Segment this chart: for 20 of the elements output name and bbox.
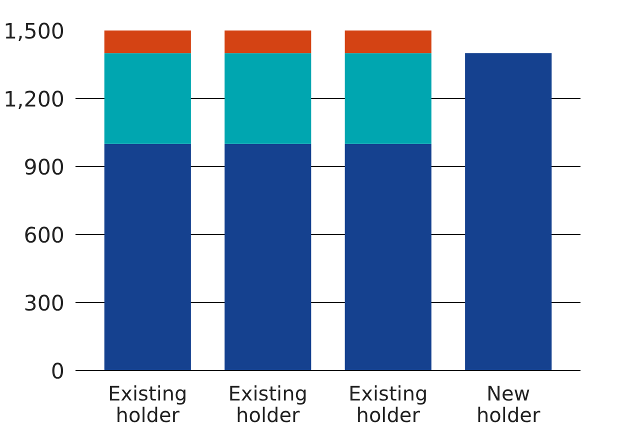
bar — [104, 30, 191, 54]
bar — [224, 53, 312, 144]
bar — [344, 30, 432, 54]
bar — [344, 53, 432, 144]
bar — [224, 144, 312, 370]
bar — [104, 144, 191, 370]
y-tick-label: 1,500 — [3, 20, 65, 44]
bar — [344, 144, 432, 370]
bar — [465, 53, 552, 370]
x-tick-label: Existing holder — [348, 382, 428, 428]
y-tick-label: 600 — [24, 224, 65, 248]
x-tick-label: New holder — [476, 382, 541, 428]
bar — [224, 30, 312, 54]
y-tick-label: 1,200 — [3, 88, 65, 112]
y-tick-label: 0 — [50, 360, 65, 384]
x-tick-label: Existing holder — [108, 382, 188, 428]
y-tick-label: 900 — [24, 156, 65, 180]
x-tick-label: Existing holder — [228, 382, 308, 428]
y-tick-label: 300 — [24, 292, 65, 316]
bar — [104, 53, 191, 144]
